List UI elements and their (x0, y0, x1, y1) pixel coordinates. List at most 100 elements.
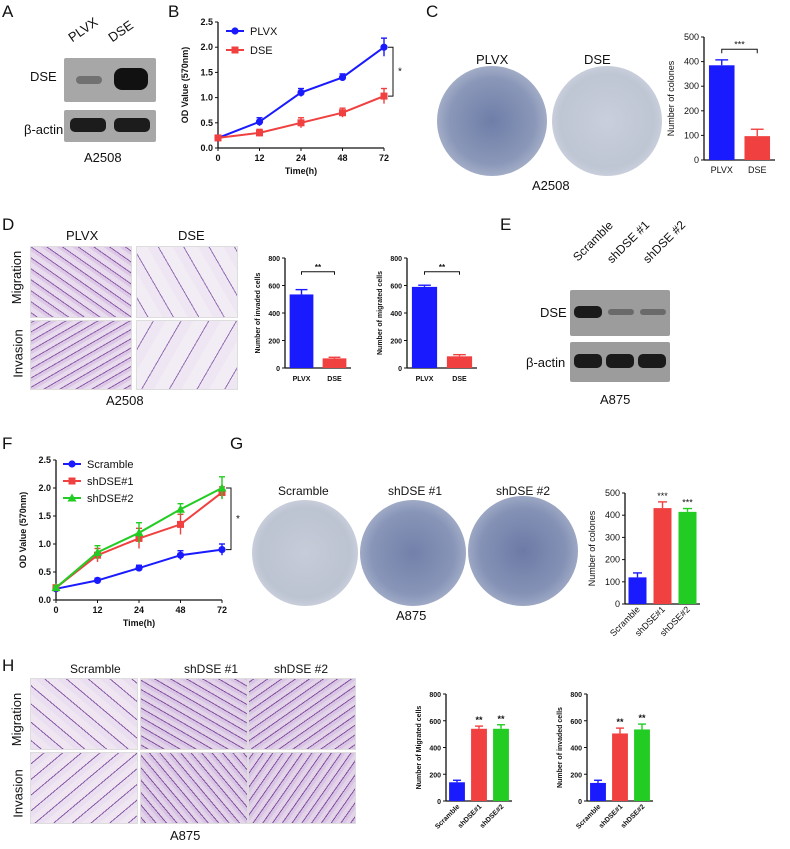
chart-h1-y-tick-label: 0 (437, 799, 441, 806)
chart-b-x-label: Time(h) (285, 166, 317, 176)
chart-f-legend-label: shDSE#2 (87, 493, 133, 505)
chart-d1-y-label: Number of invaded cells (255, 272, 262, 353)
chart-f-y-label: OD Value (570nm) (18, 492, 28, 569)
chart-c-y-label: Number of colones (666, 60, 676, 136)
colony-plate-scramble (252, 500, 358, 606)
chart-b-sig-star: * (398, 67, 402, 78)
chart-b-x-tick-label: 0 (215, 153, 220, 163)
chart-h1-sig-star: ** (497, 714, 505, 724)
chart-f-legend-marker (68, 477, 76, 485)
chart-h2-bar (634, 729, 650, 801)
micro-h-col-sh1: shDSE #1 (184, 662, 239, 676)
chart-c-y-tick-label: 300 (684, 81, 699, 91)
blot-band (574, 306, 602, 318)
micrograph-d-dse-migration (136, 246, 238, 318)
chart-c-y-tick-label: 0 (694, 155, 699, 165)
chart-f-sig-star: * (236, 514, 240, 525)
chart-b-point (297, 119, 305, 127)
chart-f-y-tick-label: 0.5 (38, 567, 51, 577)
micrograph-d-dse-invasion (136, 320, 238, 390)
chart-b-y-tick-label: 1.0 (200, 93, 213, 103)
chart-h2-bar (590, 782, 606, 801)
colony-plate-sh1 (360, 500, 466, 606)
blot-band (76, 76, 102, 84)
chart-d2-y-label: Number of migrated cells (377, 271, 384, 355)
chart-b-x-tick-label: 48 (337, 153, 347, 163)
chart-c-x-tick-label: DSE (748, 165, 767, 175)
chart-b-y-tick-label: 0.5 (200, 118, 213, 128)
chart-h2-y-tick-label: 400 (570, 746, 582, 753)
chart-f-sig-bracket (226, 487, 232, 551)
chart-d1-x-tick-label: DSE (327, 376, 342, 383)
micrograph-h-sh1-migration (140, 678, 248, 750)
blot-a-actin-strip (64, 110, 156, 142)
plate-g-label-sh2: shDSE #2 (496, 484, 551, 498)
chart-f-point (93, 547, 102, 556)
chart-b-point (380, 92, 388, 100)
chart-c-y-tick-label: 200 (684, 106, 699, 116)
chart-f-legend-marker (67, 493, 77, 502)
chart-g-y-label: Number of colones (587, 510, 597, 586)
panel-a-letter: A (2, 2, 14, 21)
chart-d1-bar (322, 358, 347, 368)
micrograph-d-plvx-invasion (30, 320, 132, 390)
chart-f-x-label: Time(h) (123, 618, 155, 628)
chart-g-y-tick-label: 300 (605, 532, 620, 542)
plate-c-label-dse: DSE (584, 52, 611, 67)
blot-e-actin-strip (570, 342, 670, 382)
chart-g-y-tick-label: 400 (605, 510, 620, 520)
chart-c-y-tick-label: 100 (684, 130, 699, 140)
blot-e-dse-strip (570, 290, 670, 336)
chart-b-x-tick-label: 24 (296, 153, 306, 163)
chart-b-legend-marker (231, 27, 239, 35)
micro-h-col-sh2: shDSE #2 (274, 662, 329, 676)
chart-h2-y-tick-label: 600 (570, 719, 582, 726)
chart-g-sig-star: *** (682, 498, 693, 508)
chart-f-x-tick-label: 72 (217, 605, 227, 615)
chart-d1-y-tick-label: 800 (268, 256, 280, 263)
chart-b-x-tick-label: 12 (254, 153, 264, 163)
chart-d2-x-tick-label: PLVX (416, 376, 434, 383)
blot-e-row-dse: DSE (540, 305, 567, 320)
micro-d-caption: A2508 (106, 393, 144, 408)
chart-g-sig-star: *** (657, 491, 668, 501)
chart-f-y-tick-label: 1.0 (38, 539, 51, 549)
micrograph-h-sh2-migration (248, 678, 356, 750)
plate-g-label-scramble: Scramble (278, 484, 329, 498)
chart-d1-sig-bracket (301, 271, 335, 275)
chart-h1-bar (471, 728, 487, 801)
chart-f-point (218, 546, 226, 554)
chart-f-x-tick-label: 48 (175, 605, 185, 615)
blot-a-row-actin: β-actin (24, 122, 64, 137)
blot-a-caption: A2508 (84, 150, 122, 165)
chart-f-point (217, 483, 227, 492)
chart-f-y-tick-label: 0.0 (38, 595, 51, 605)
chart-f-point (51, 583, 61, 592)
panel-e-letter: E (500, 215, 512, 234)
chart-d2-sig-star: ** (439, 263, 446, 272)
micrograph-h-sh1-invasion (140, 752, 248, 824)
chart-g-bar (678, 511, 697, 604)
chart-d2-bar (411, 286, 438, 368)
chart-f-x-tick-label: 12 (92, 605, 102, 615)
chart-b-legend-marker (231, 46, 239, 54)
chart-d1-y-tick-label: 600 (268, 284, 280, 291)
chart-g-y-tick-label: 100 (605, 577, 620, 587)
micrograph-h-scramble-migration (30, 678, 138, 750)
chart-d1-y-tick-label: 0 (276, 366, 280, 373)
blot-band (638, 354, 666, 368)
blot-a-row-dse: DSE (30, 69, 57, 84)
chart-h2-y-tick-label: 800 (570, 692, 582, 699)
chart-h1-y-tick-label: 800 (429, 692, 441, 699)
chart-f-x-tick-label: 0 (53, 605, 58, 615)
chart-g-bar (628, 577, 647, 604)
chart-h1-y-label: Number of Migrated cells (416, 706, 423, 790)
panel-d-letter: D (2, 215, 15, 234)
chart-h1-bar (493, 728, 509, 801)
panel-b-letter: B (168, 2, 180, 21)
chart-c-sig-bracket (721, 48, 758, 54)
blot-e-row-actin: β-actin (526, 355, 566, 370)
chart-f-legend-marker (68, 460, 76, 468)
chart-c-x-tick-label: PLVX (711, 165, 733, 175)
chart-h2-bar (612, 733, 628, 801)
